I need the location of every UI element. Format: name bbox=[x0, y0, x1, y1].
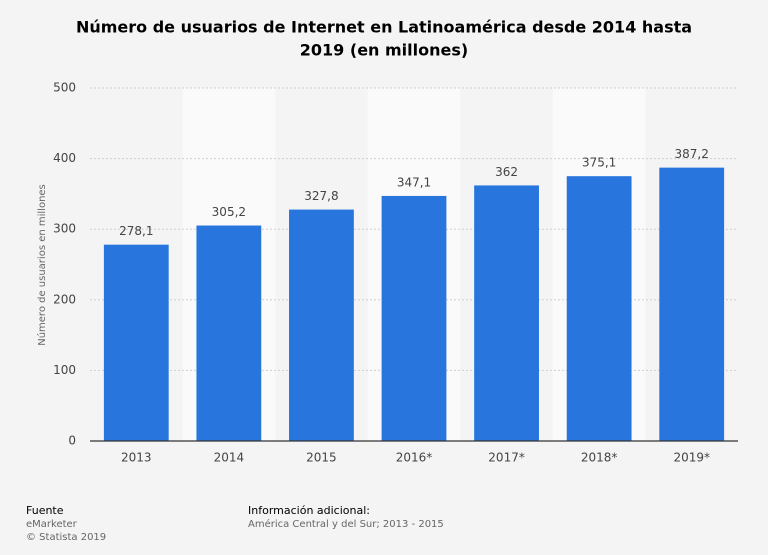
bar bbox=[474, 185, 539, 441]
value-label: 362 bbox=[495, 165, 518, 179]
x-tick-label: 2019* bbox=[673, 451, 710, 465]
source: eMarketer bbox=[26, 519, 78, 530]
bar bbox=[566, 176, 632, 442]
y-tick-label: 100 bbox=[53, 363, 76, 377]
bar bbox=[659, 167, 725, 442]
value-label: 347,1 bbox=[397, 175, 431, 189]
value-label: 375,1 bbox=[582, 156, 616, 170]
x-tick-label: 2015 bbox=[306, 451, 337, 465]
x-tick-label: 2016* bbox=[396, 451, 433, 465]
info-title: Información adicional: bbox=[248, 504, 370, 517]
x-tick-label: 2017* bbox=[488, 451, 525, 465]
info: América Central y del Sur; 2013 - 2015 bbox=[248, 518, 444, 530]
value-label: 327,8 bbox=[304, 189, 338, 203]
chart-title: 2019 (en millones) bbox=[300, 41, 468, 60]
value-label: 278,1 bbox=[119, 224, 153, 238]
y-tick-label: 400 bbox=[53, 151, 76, 165]
y-axis-label: Número de usuarios en millones bbox=[36, 184, 48, 346]
value-label: 387,2 bbox=[675, 147, 709, 161]
y-tick-label: 500 bbox=[53, 81, 76, 95]
bar bbox=[196, 225, 262, 441]
x-tick-label: 2014 bbox=[214, 451, 245, 465]
value-label: 305,2 bbox=[212, 205, 246, 219]
source-title: Fuente bbox=[26, 504, 64, 517]
x-tick-label: 2018* bbox=[581, 451, 618, 465]
bar bbox=[103, 244, 169, 441]
x-tick-label: 2013 bbox=[121, 451, 152, 465]
y-tick-label: 0 bbox=[68, 434, 76, 448]
copyright: © Statista 2019 bbox=[26, 532, 106, 543]
y-tick-label: 300 bbox=[53, 222, 76, 236]
y-tick-label: 200 bbox=[53, 292, 76, 306]
chart-title: Número de usuarios de Internet en Latino… bbox=[76, 18, 692, 37]
bar bbox=[289, 209, 354, 441]
bar bbox=[381, 195, 447, 441]
